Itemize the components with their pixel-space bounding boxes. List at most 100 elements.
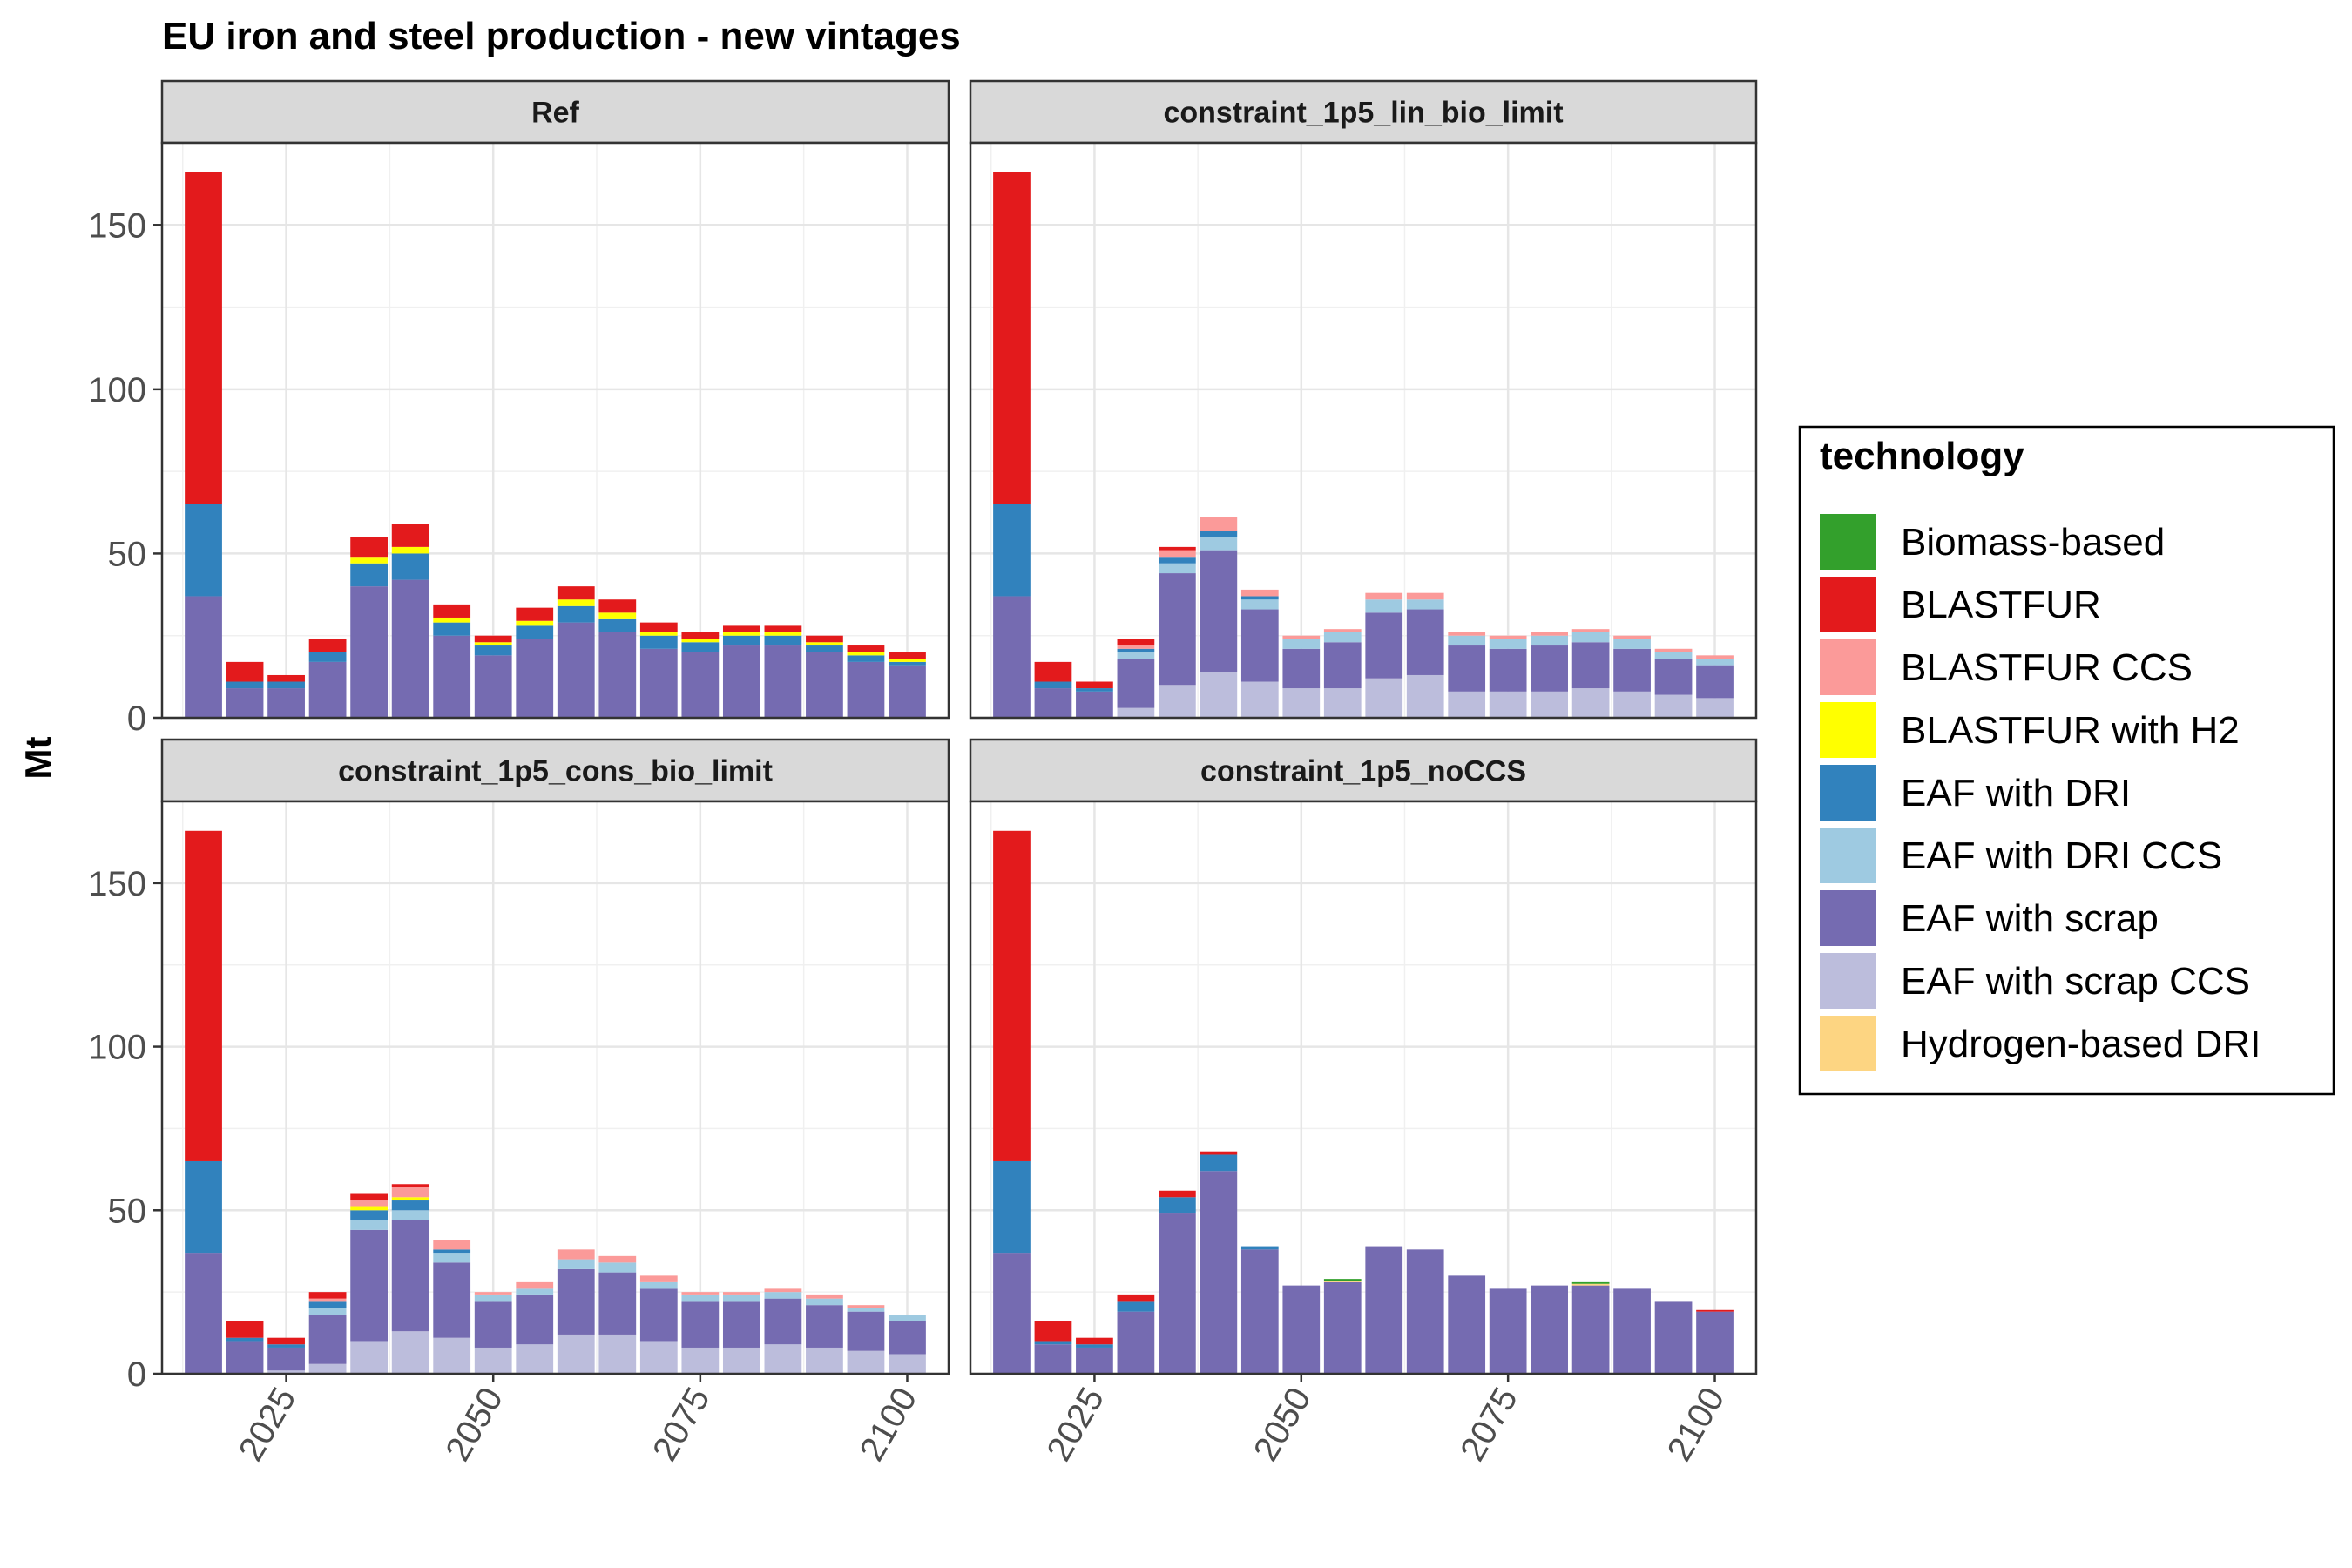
legend-swatch — [1820, 1016, 1876, 1071]
bar-segment-bf-2035 — [1159, 546, 1196, 551]
legend-entry-h2dri: Hydrogen-based DRI — [1820, 1016, 2261, 1071]
bar-segment-scrap-2050 — [474, 655, 512, 718]
bar-segment-driccs-2080 — [1531, 635, 1568, 646]
bar-segment-driccs-2045 — [433, 1253, 471, 1263]
bar-segment-dri-2025 — [1076, 688, 1113, 692]
bar-segment-scrap-2090 — [1613, 1288, 1651, 1374]
bar-segment-scrap-2070 — [1448, 645, 1486, 692]
bar-segment-scrap-2030 — [308, 1315, 347, 1364]
y-tick-label: 150 — [88, 865, 146, 903]
bar-segment-bf-2015 — [185, 830, 222, 1161]
facet-strip-label: Ref — [531, 97, 579, 130]
bar-segment-dri-2035 — [1159, 1197, 1196, 1214]
bar-segment-bf-2100 — [1696, 1309, 1734, 1312]
bar-segment-scrapccs-2075 — [1489, 691, 1527, 718]
bar-segment-bf-2045 — [433, 604, 471, 618]
bar-segment-dri-2035 — [350, 1210, 389, 1220]
bar-segment-dri-2040 — [391, 553, 429, 580]
bar-segment-scrap-2085 — [1571, 1285, 1610, 1374]
bar-segment-bfccs-2085 — [1571, 629, 1610, 632]
y-tick-label: 150 — [88, 206, 146, 245]
bar-segment-driccs-2095 — [1654, 652, 1693, 659]
facet-strip — [969, 79, 1758, 145]
legend-label: EAF with DRI — [1901, 772, 2131, 814]
bar-segment-bfccs-2035 — [350, 1200, 389, 1207]
bar-segment-scrap-2030 — [1117, 659, 1155, 708]
bar-segment-bf-2050 — [474, 635, 512, 643]
legend: technology Biomass-based BLASTFUR BLASTFUR… — [1798, 425, 2335, 1096]
bar-segment-driccs-2055 — [516, 1288, 554, 1295]
bar-segment-dri-2095 — [847, 655, 885, 662]
bar-segment-scrapccs-2030 — [1117, 707, 1155, 718]
bar-segment-bf-2095 — [847, 645, 885, 652]
bar-segment-scrapccs-2095 — [847, 1350, 885, 1374]
y-tick-label: 100 — [88, 1029, 146, 1067]
bar-segment-scrap-2045 — [433, 1262, 471, 1338]
bar-segment-bf-2030 — [308, 1292, 347, 1299]
bar-segment-scrapccs-2065 — [1406, 674, 1444, 718]
bar-segment-driccs-2100 — [1696, 659, 1734, 666]
bar-segment-driccs-2095 — [847, 1308, 885, 1312]
bar-segment-bfccs-2055 — [516, 1281, 554, 1289]
bar-segment-scrap-2055 — [516, 1294, 554, 1345]
bar-segment-scrapccs-2025 — [267, 1370, 305, 1374]
bar-segment-scrapccs-2085 — [1571, 688, 1610, 718]
bar-segment-bf-2030 — [1117, 1294, 1155, 1302]
bar-segment-bfccs-2070 — [639, 1275, 678, 1282]
bar-segment-bio-2085 — [1571, 1281, 1610, 1284]
bar-segment-dri-2040 — [1200, 531, 1238, 537]
bar-segment-bfccs-2050 — [1282, 635, 1321, 639]
bar-segment-scrap-2055 — [1323, 1281, 1362, 1374]
bar-segment-scrap-2050 — [1282, 648, 1321, 689]
bar-segment-dri-2045 — [433, 622, 471, 636]
bar-segment-bf-2070 — [639, 622, 678, 632]
bar-segment-bfh2-2060 — [557, 599, 595, 606]
bar-segment-driccs-2060 — [557, 1259, 595, 1269]
bar-segment-dri-2025 — [1076, 1344, 1113, 1348]
legend-label: EAF with scrap — [1901, 897, 2159, 940]
bar-segment-driccs-2085 — [764, 1292, 802, 1299]
bar-segment-driccs-2090 — [806, 1298, 843, 1306]
bar-segment-scrap-2075 — [1489, 648, 1527, 692]
bar-segment-bfccs-2050 — [474, 1292, 512, 1295]
bar-segment-dri-2100 — [889, 661, 926, 666]
legend-label: BLASTFUR CCS — [1901, 646, 2193, 689]
bar-segment-dri-2035 — [1159, 557, 1196, 564]
bar-segment-scrap-2095 — [1654, 1301, 1693, 1374]
bar-segment-driccs-2065 — [598, 1262, 637, 1273]
bar-segment-scrap-2035 — [1159, 1213, 1196, 1374]
facet-strip-label: constraint_1p5_lin_bio_limit — [1163, 97, 1563, 130]
legend-entry-scrapccs: EAF with scrap CCS — [1820, 953, 2250, 1009]
bar-segment-scrapccs-2035 — [350, 1341, 389, 1374]
bar-segment-dri-2020 — [226, 1337, 264, 1342]
bar-segment-bfh2-2075 — [681, 639, 720, 643]
bar-segment-bf-2025 — [1076, 681, 1113, 689]
bar-segment-scrap-2090 — [806, 1305, 843, 1348]
bar-segment-bf-2040 — [1200, 1151, 1238, 1155]
facet-strip-label: constraint_1p5_noCCS — [1200, 755, 1526, 788]
bar-segment-scrap-2080 — [722, 645, 760, 718]
bar-segment-scrap-2095 — [847, 661, 885, 718]
bar-segment-bfccs-2030 — [1117, 645, 1155, 649]
bar-segment-bfh2-2090 — [806, 642, 843, 646]
bar-segment-driccs-2030 — [308, 1308, 347, 1315]
bar-segment-scrap-2095 — [1654, 659, 1693, 695]
bar-segment-scrap-2030 — [308, 661, 347, 718]
bar-segment-driccs-2100 — [889, 1315, 926, 1321]
y-axis-label: Mt — [17, 737, 58, 780]
bar-segment-driccs-2030 — [1117, 652, 1155, 659]
bar-segment-bf-2080 — [722, 625, 760, 632]
bar-segment-scrapccs-2030 — [308, 1363, 347, 1374]
bar-segment-bfh2-2080 — [722, 632, 760, 636]
bar-segment-bfh2-2050 — [474, 642, 512, 646]
bar-segment-h2dri-2085 — [1571, 1283, 1610, 1286]
bar-segment-bf-2060 — [557, 586, 595, 600]
bar-segment-bfccs-2045 — [433, 1240, 471, 1250]
bar-segment-dri-2045 — [1240, 1246, 1279, 1250]
legend-swatch — [1820, 890, 1876, 946]
bar-segment-bfccs-2095 — [847, 1305, 885, 1308]
x-tick-label: 2075 — [1453, 1382, 1525, 1468]
legend-label: EAF with scrap CCS — [1901, 960, 2250, 1003]
bar-segment-scrapccs-2080 — [1531, 691, 1568, 718]
bar-segment-scrap-2035 — [350, 1229, 389, 1342]
